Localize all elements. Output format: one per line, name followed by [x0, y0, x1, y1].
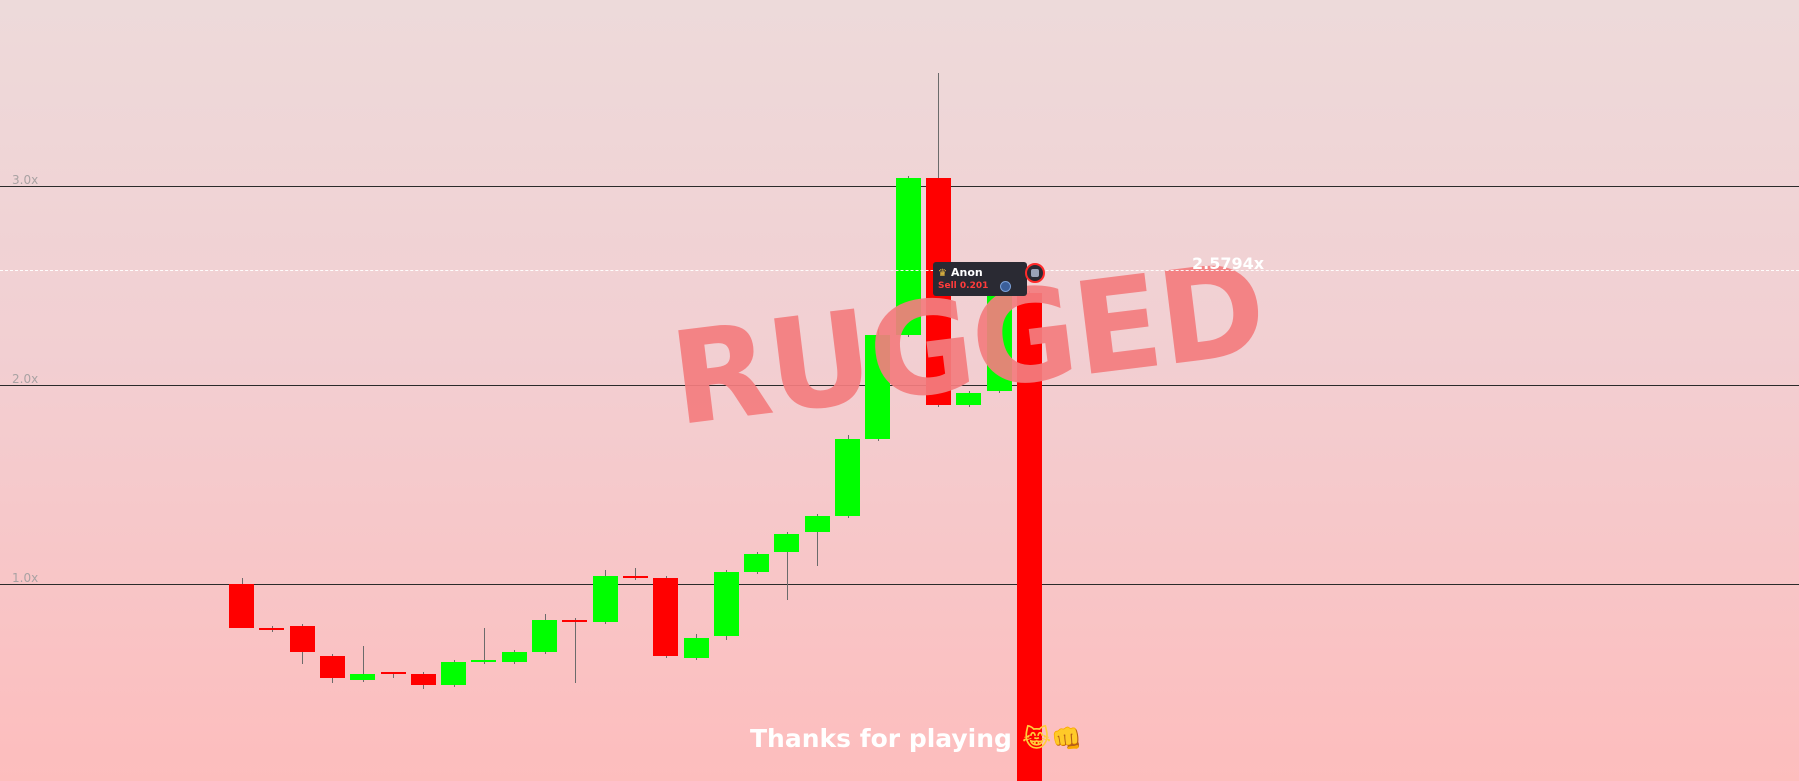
candle-up [501, 651, 527, 662]
gridline [0, 584, 1799, 585]
candle-down [380, 671, 406, 674]
candle-up [532, 619, 557, 652]
candle-down [622, 576, 648, 579]
trade-tooltip[interactable]: ♛ Anon Sell 0.201 [933, 262, 1027, 296]
candle-up [835, 438, 860, 517]
candle-wick [635, 568, 637, 581]
candle-up [865, 335, 891, 439]
candle-wick [574, 617, 576, 684]
candle-down [1016, 293, 1042, 781]
candle-up [956, 392, 982, 405]
candle-up [441, 661, 467, 686]
gridline-label: 2.0x [12, 372, 39, 386]
gridline [0, 385, 1799, 386]
candle-up [774, 534, 800, 553]
candle-up [744, 554, 770, 573]
candle-up [895, 178, 921, 336]
candle-wick [393, 671, 394, 678]
candle-wick [817, 514, 819, 567]
candle-up [471, 659, 497, 662]
candle-wick [362, 645, 364, 682]
candle-wick [786, 532, 788, 600]
candle-up [350, 673, 376, 680]
trade-marker-inner [1031, 269, 1039, 277]
crown-icon: ♛ [938, 268, 947, 279]
candle-down [410, 673, 436, 686]
candle-wick [483, 627, 485, 664]
tooltip-username: Anon [950, 266, 983, 279]
candle-down [562, 619, 588, 622]
thanks-text: Thanks for playing [750, 724, 1012, 753]
trade-marker-icon[interactable] [1025, 263, 1045, 283]
gridline-label: 1.0x [12, 571, 39, 585]
candle-up [592, 576, 618, 622]
candle-down [229, 584, 254, 628]
candle-down [653, 578, 679, 656]
laughing-cat-fist-emoji: 😹👊 [1021, 724, 1083, 753]
candle-down [289, 625, 315, 652]
current-multiplier-line [0, 269, 1799, 271]
gridline-label: 3.0x [12, 173, 39, 187]
tooltip-trade-text: Sell 0.201 [938, 281, 989, 291]
current-multiplier-label: 2.5794x [1192, 253, 1265, 273]
candle-down [319, 655, 345, 678]
candle-up [986, 281, 1012, 391]
thanks-message: Thanks for playing 😹👊 [750, 724, 1082, 754]
candle-down [259, 627, 285, 630]
candle-up [804, 516, 830, 533]
candle-up [683, 637, 709, 658]
coin-icon [1000, 281, 1011, 292]
candle-up [713, 572, 739, 636]
